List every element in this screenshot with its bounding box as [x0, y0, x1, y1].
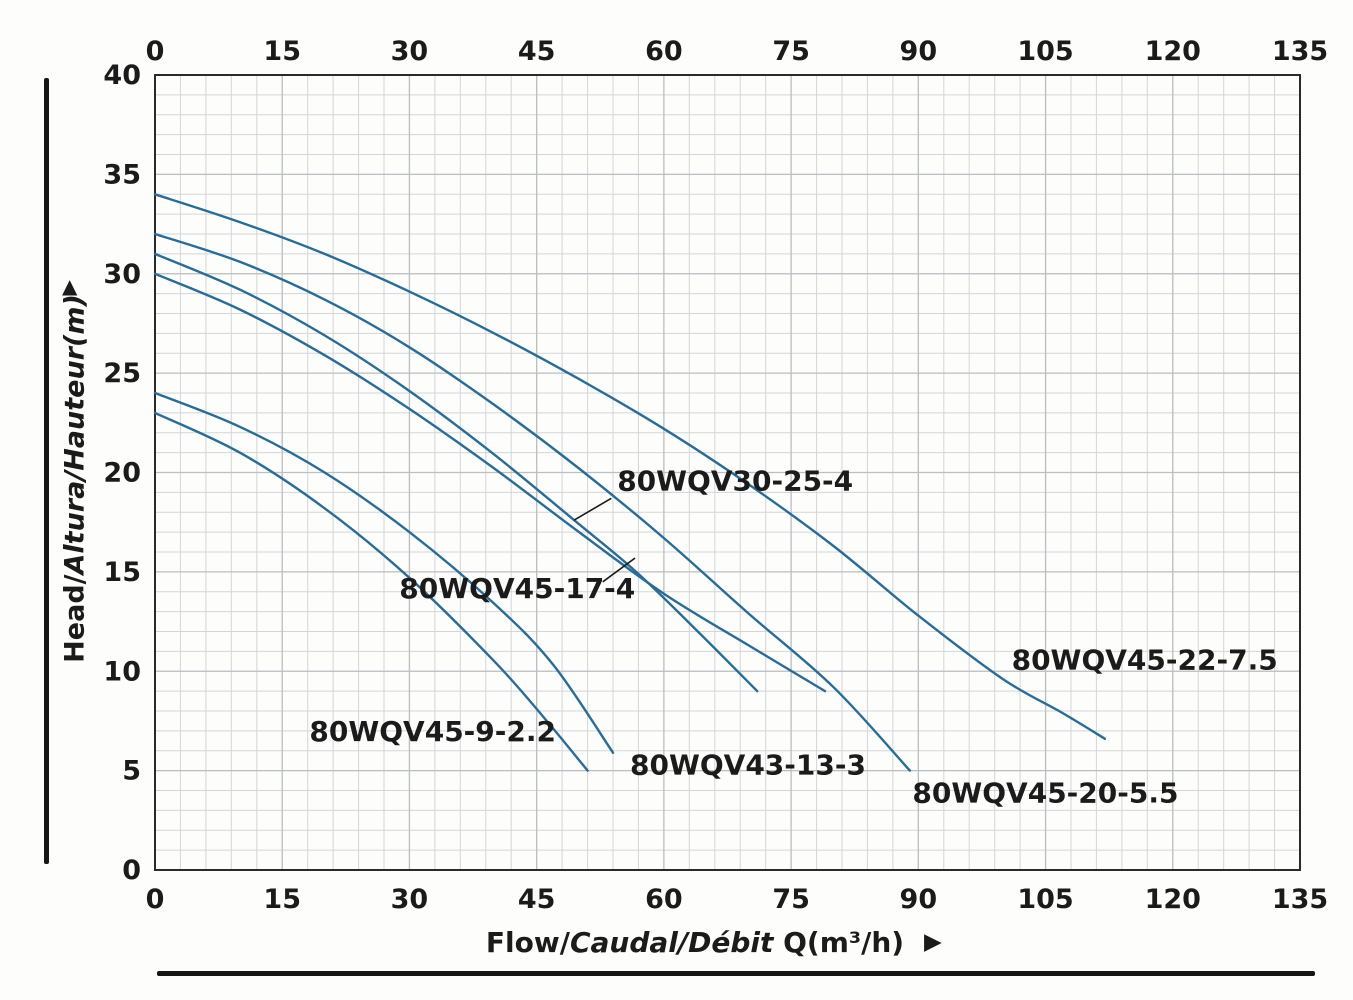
- x-axis-bottom-tick-label: 30: [391, 884, 429, 915]
- x-axis-bottom-tick-label: 105: [1017, 884, 1073, 915]
- pump-curve-80WQV30-25-4: [153, 252, 759, 693]
- curve-label: 80WQV45-22-7.5: [1012, 643, 1278, 676]
- pump-curve-80WQV45-9-2.2: [153, 411, 589, 772]
- y-axis-tick-label: 25: [103, 358, 141, 389]
- x-axis-bottom-tick-label: 15: [263, 884, 301, 915]
- y-axis-tick-label: 30: [103, 259, 141, 290]
- x-axis-bottom-tick-label: 0: [146, 884, 165, 915]
- curve-label-leader-line: [573, 497, 612, 521]
- y-axis-tick-label: 10: [103, 656, 141, 687]
- x-axis-top-tick-label: 135: [1272, 36, 1328, 67]
- y-axis-title-localized: Altura/Hauteur(m): [59, 294, 91, 575]
- x-axis-title-unit: Q(m³/h): [773, 926, 905, 959]
- pump-curve-80WQV45-17-4: [153, 272, 827, 693]
- x-axis-top-tick-label: 45: [518, 36, 556, 67]
- right-arrow-icon: ▶: [924, 929, 942, 955]
- x-axis-top-tick-label: 105: [1017, 36, 1073, 67]
- x-axis-top-tick-label: 0: [146, 36, 165, 67]
- y-axis-tick-label: 35: [103, 159, 141, 190]
- x-axis-title-flow: Flow/: [485, 926, 570, 959]
- curve-label-leader-line: [602, 557, 636, 583]
- y-axis-rule: [44, 78, 49, 864]
- x-axis-title: Flow/Caudal/Débit Q(m³/h): [375, 926, 1015, 959]
- up-arrow-icon: ▲: [62, 274, 78, 298]
- y-axis-tick-label: 20: [103, 458, 141, 489]
- x-axis-bottom-tick-label: 75: [772, 884, 810, 915]
- x-axis-bottom-tick-label: 90: [900, 884, 938, 915]
- x-axis-bottom-tick-label: 45: [518, 884, 556, 915]
- y-axis-tick-label: 40: [103, 60, 141, 91]
- x-axis-top-tick-label: 60: [645, 36, 683, 67]
- curve-label: 80WQV30-25-4: [617, 464, 853, 497]
- y-axis-tick-label: 0: [122, 855, 141, 886]
- y-axis-tick-label: 15: [103, 557, 141, 588]
- pump-curve-80WQV45-22-7.5: [153, 193, 1107, 740]
- pump-curve-80WQV43-13-3: [153, 391, 615, 754]
- y-axis-title-head: Head/: [59, 574, 91, 663]
- pump-curve-80WQV45-20-5.5: [153, 232, 912, 772]
- x-axis-rule: [157, 971, 1315, 976]
- plot-frame: [154, 74, 1301, 871]
- x-axis-title-localized: Caudal/Débit: [569, 926, 774, 959]
- x-axis-top-tick-label: 30: [391, 36, 429, 67]
- x-axis-top-tick-label: 75: [772, 36, 810, 67]
- x-axis-bottom-tick-label: 135: [1272, 884, 1328, 915]
- y-axis-title: Head/Altura/Hauteur(m): [60, 249, 91, 709]
- curve-label: 80WQV43-13-3: [630, 749, 866, 782]
- curve-label: 80WQV45-17-4: [399, 572, 635, 605]
- x-axis-top-tick-label: 90: [900, 36, 938, 67]
- x-axis-top-tick-label: 120: [1145, 36, 1201, 67]
- y-axis-tick-label: 5: [122, 756, 141, 787]
- curve-label: 80WQV45-20-5.5: [912, 777, 1178, 810]
- x-axis-bottom-tick-label: 60: [645, 884, 683, 915]
- x-axis-bottom-tick-label: 120: [1145, 884, 1201, 915]
- curve-label: 80WQV45-9-2.2: [309, 715, 556, 748]
- x-axis-top-tick-label: 15: [263, 36, 301, 67]
